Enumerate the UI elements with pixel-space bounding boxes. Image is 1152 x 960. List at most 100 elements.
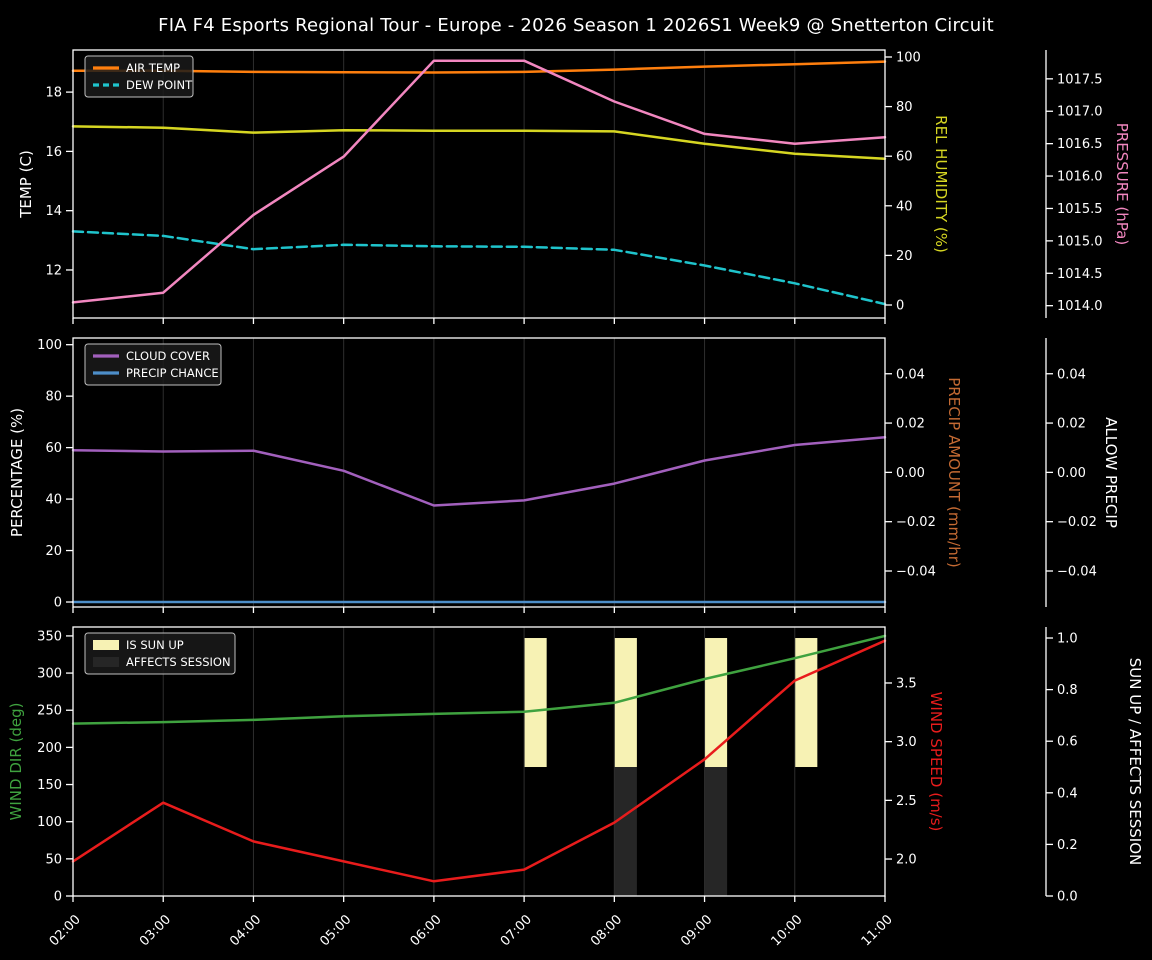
legend-label: DEW POINT: [126, 78, 193, 92]
right1-axis-title: WIND SPEED (m/s): [927, 692, 945, 832]
right2-tick-label: 1016.5: [1057, 137, 1103, 152]
left-tick-label: 12: [45, 263, 62, 278]
right1-tick-label: −0.04: [896, 565, 936, 580]
left-tick-label: 16: [45, 145, 62, 160]
x-tick-label: 05:00: [317, 912, 354, 949]
right2-tick-label: 1014.0: [1057, 299, 1103, 314]
right1-tick-label: 20: [896, 249, 913, 264]
legend-patch-sample: [93, 640, 119, 650]
figure-title: FIA F4 Esports Regional Tour - Europe - …: [158, 15, 994, 36]
wind-sun-chart-legend: IS SUN UP AFFECTS SESSION: [84, 632, 236, 675]
right2-tick-label: 1017.0: [1057, 105, 1103, 120]
cloud-precip-chart-legend: CLOUD COVER PRECIP CHANCE: [84, 343, 222, 386]
legend-label: AIR TEMP: [126, 61, 180, 75]
left-tick-label: 0: [54, 890, 62, 905]
x-tick-label: 09:00: [678, 912, 715, 949]
right1-tick-label: 0.02: [896, 417, 925, 432]
dew-point-line: [71, 230, 887, 306]
left-tick-label: 100: [37, 815, 62, 830]
legend-label: IS SUN UP: [126, 638, 184, 652]
affects-session-bar: [614, 767, 637, 896]
right1-tick-label: 2.0: [896, 853, 917, 868]
right1-tick-label: 3.5: [896, 676, 917, 691]
x-tick-label: 10:00: [769, 912, 806, 949]
right2-tick-label: 0.8: [1057, 683, 1078, 698]
left-tick-label: 300: [37, 667, 62, 682]
x-tick-label: 06:00: [408, 912, 445, 949]
cloud-cover-line: [71, 436, 887, 507]
right1-tick-label: 0.04: [896, 367, 925, 382]
right2-tick-label: 0.6: [1057, 735, 1078, 750]
x-tick-label: 02:00: [47, 912, 84, 949]
wind-sun-chart: 0 50 100 150 200 250 300 350 2.0 2.5 3.0 3.5 0.0 0.2 0…: [7, 626, 1144, 949]
left-tick-label: 60: [45, 441, 62, 456]
right2-tick-label: 0.0: [1057, 890, 1078, 905]
sun-up-bar: [794, 638, 818, 768]
sun-up-bar: [614, 638, 637, 768]
right2-tick-label: 0.02: [1057, 417, 1086, 432]
right2-tick-label: 1014.5: [1057, 267, 1103, 282]
right2-tick-label: −0.04: [1057, 565, 1097, 580]
legend-label: CLOUD COVER: [126, 349, 210, 363]
plot-frame: [72, 626, 886, 897]
affects-session-bar: [704, 767, 728, 896]
left-tick-label: 200: [37, 741, 62, 756]
sun-up-bar: [524, 638, 547, 768]
right2-tick-label: 1015.0: [1057, 234, 1103, 249]
right2-tick-label: 1016.0: [1057, 170, 1103, 185]
pressure-line: [71, 59, 887, 304]
legend-label: AFFECTS SESSION: [126, 655, 231, 669]
rel-humidity-line: [71, 125, 887, 160]
right2-tick-label: 0.2: [1057, 838, 1078, 853]
right2-tick-label: −0.02: [1057, 515, 1097, 530]
right2-tick-label: 1.0: [1057, 632, 1078, 647]
temp-humidity-pressure-chart-legend: AIR TEMP DEW POINT: [84, 55, 194, 98]
x-tick-label: 08:00: [588, 912, 625, 949]
left-tick-label: 20: [45, 544, 62, 559]
wind-speed-line: [71, 639, 887, 883]
left-tick-label: 250: [37, 704, 62, 719]
left-tick-label: 40: [45, 493, 62, 508]
cloud-precip-chart: 0 20 40 60 80 100 −0.04 −0.02 0.00 0.02 0.04 −0.04 −…: [8, 337, 1120, 613]
x-tick-label: 03:00: [137, 912, 174, 949]
left-tick-label: 100: [37, 338, 62, 353]
right1-tick-label: 3.0: [896, 735, 917, 750]
legend-box: [84, 343, 222, 386]
temp-humidity-pressure-chart: 12 14 16 18 0 20 40 60 80 100 1014.0 1014.5 1015.0 10…: [17, 49, 1131, 324]
right2-tick-label: 1017.5: [1057, 72, 1103, 87]
legend-patch-sample: [93, 657, 119, 667]
left-tick-label: 50: [45, 852, 62, 867]
x-tick-label: 04:00: [227, 912, 264, 949]
right1-tick-label: 60: [896, 150, 913, 165]
plot-frame: [72, 49, 886, 319]
left-tick-label: 14: [45, 204, 62, 219]
legend-label: PRECIP CHANCE: [126, 366, 219, 380]
right1-tick-label: −0.02: [896, 515, 936, 530]
right1-tick-label: 40: [896, 199, 913, 214]
sun-up-bar: [704, 638, 728, 768]
left-tick-label: 150: [37, 778, 62, 793]
left-axis-title: TEMP (C): [17, 150, 35, 219]
wind-dir-line: [71, 634, 887, 725]
x-tick-label: 11:00: [859, 912, 896, 949]
left-axis-title: WIND DIR (deg): [7, 703, 25, 821]
right1-tick-label: 0.00: [896, 466, 925, 481]
right2-tick-label: 1015.5: [1057, 202, 1103, 217]
air-temp-line: [71, 60, 887, 74]
left-tick-label: 0: [54, 596, 62, 611]
right2-tick-label: 0.4: [1057, 786, 1078, 801]
right1-tick-label: 2.5: [896, 794, 917, 809]
x-tick-label: 07:00: [498, 912, 535, 949]
right2-axis-title: PRESSURE (hPa): [1113, 123, 1131, 245]
right2-tick-label: 0.04: [1057, 367, 1086, 382]
left-tick-label: 350: [37, 629, 62, 644]
right2-axis-title: SUN UP / AFFECTS SESSION: [1126, 658, 1144, 866]
right1-axis-title: PRECIP AMOUNT (mm/hr): [945, 377, 963, 567]
right1-tick-label: 80: [896, 100, 913, 115]
right1-axis-title: REL HUMIDITY (%): [932, 115, 950, 253]
right1-tick-label: 0: [896, 299, 904, 314]
left-tick-label: 18: [45, 86, 62, 101]
legend-box: [84, 632, 236, 675]
